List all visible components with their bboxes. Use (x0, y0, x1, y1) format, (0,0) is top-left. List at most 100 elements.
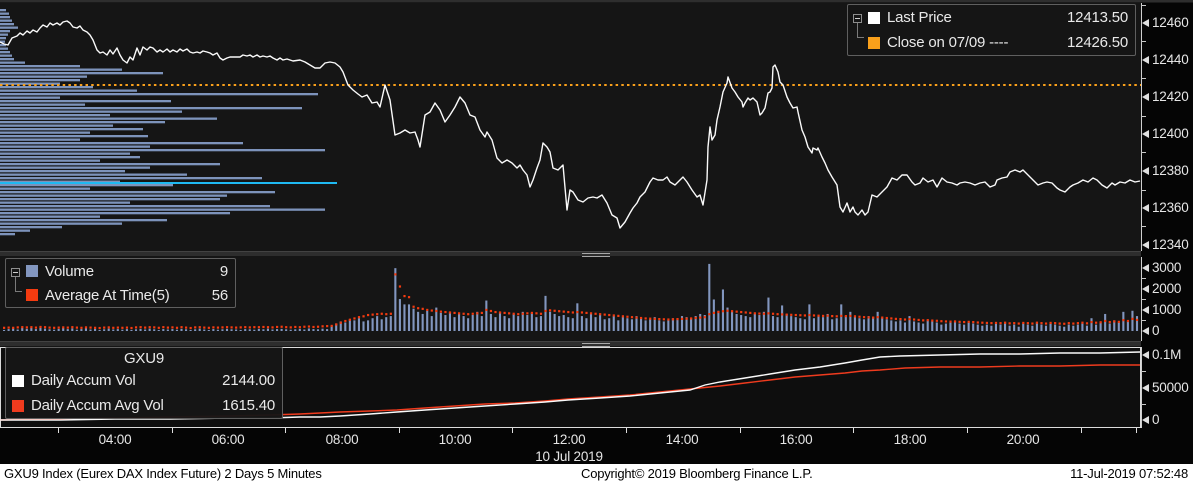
volume-bar (685, 317, 688, 331)
avg-at-time-dot (98, 326, 101, 330)
y-minor-tick (1141, 404, 1146, 405)
avg-at-time-dot (1072, 322, 1075, 325)
avg-at-time-dot (7, 326, 10, 329)
volume-bar (362, 321, 365, 331)
tree-collapse-icon[interactable] (11, 268, 23, 298)
volume-bar (630, 319, 633, 331)
vap-bar (0, 180, 120, 183)
avg-at-time-dot (994, 321, 998, 325)
avg-at-time-dot (326, 325, 329, 328)
volume-bar (7, 329, 10, 331)
volume-bar (394, 268, 397, 331)
avg-at-time-dot (353, 317, 356, 320)
legend-row-avg-at-time[interactable]: Average At Time(5) 56 (6, 283, 235, 307)
volume-bar (940, 324, 943, 331)
y-minor-tick (1141, 226, 1146, 227)
avg-at-time-dot (599, 313, 602, 316)
volume-bar (999, 324, 1002, 331)
avg-at-time-dot (171, 326, 174, 329)
volume-bar (1099, 322, 1102, 331)
legend-row-volume[interactable]: Volume 9 (6, 259, 235, 283)
avg-at-time-dot (1063, 322, 1066, 325)
avg-at-time-dot (221, 326, 224, 329)
avg-at-time-dot (853, 315, 857, 318)
volume-bar (230, 329, 233, 331)
avg-at-time-dot (671, 318, 675, 321)
collapse-box-icon[interactable] (11, 268, 20, 277)
legend-row-daily-accum-vol[interactable]: Daily Accum Vol 2144.00 (6, 368, 282, 393)
status-bar: GXU9 Index (Eurex DAX Index Future) 2 Da… (0, 464, 1193, 482)
tree-collapse-icon[interactable] (853, 14, 865, 44)
volume-bar (817, 316, 820, 331)
volume-bar (508, 318, 511, 331)
avg-at-time-dot (872, 316, 875, 319)
avg-at-time-dot (517, 313, 520, 316)
legend-row-daily-accum-avg-vol[interactable]: Daily Accum Avg Vol 1615.40 (6, 393, 282, 418)
volume-bar (66, 329, 69, 331)
volume-bar (71, 328, 74, 331)
vap-bar (0, 40, 5, 43)
price-line (0, 20, 1141, 229)
legend-row-last-price[interactable]: Last Price 12413.50 (848, 5, 1135, 30)
x-tick-label: 16:00 (779, 432, 813, 447)
volume-bar (822, 317, 825, 331)
volume-bar (530, 312, 533, 331)
avg-at-time-dot (876, 316, 879, 319)
collapse-box-icon[interactable] (853, 14, 862, 23)
volume-bar (539, 316, 542, 331)
y-tick-label: 12380 (1152, 163, 1189, 178)
volume-legend[interactable]: Volume 9 Average At Time(5) 56 (5, 258, 236, 308)
vap-bar (0, 51, 10, 54)
panel-divider-1[interactable] (0, 251, 1141, 257)
volume-bar (1017, 326, 1020, 331)
avg-at-time-dot (585, 311, 588, 315)
volume-bar (307, 328, 310, 331)
vap-bar (0, 30, 10, 33)
volume-bar (353, 320, 356, 331)
volume-bar (134, 329, 138, 331)
vap-bar (0, 107, 302, 110)
avg-at-time-dot (89, 326, 92, 329)
daily-accum-avg-vol-value: 1615.40 (222, 397, 275, 414)
vap-bar (0, 75, 87, 78)
legend-row-close[interactable]: Close on 07/09 ---- 12426.50 (848, 30, 1135, 55)
x-tick (512, 428, 513, 433)
divider-grip-icon[interactable] (582, 253, 610, 257)
volume-bar (398, 299, 401, 331)
volume-bar (80, 329, 83, 331)
daily-accum-vol-label: Daily Accum Vol (31, 372, 136, 389)
avg-at-time-dot (1076, 322, 1079, 325)
avg-at-time-dot (403, 294, 406, 298)
volume-bar (635, 316, 638, 331)
vap-bar (0, 68, 122, 71)
volume-bar (853, 317, 856, 331)
volume-bar (1004, 322, 1007, 331)
volume-bar (931, 321, 934, 331)
volume-bar (731, 311, 734, 331)
panel-divider-2[interactable] (0, 341, 1141, 347)
avg-at-time-dot (303, 325, 306, 328)
status-datetime: 11-Jul-2019 07:52:48 (1070, 465, 1188, 481)
y-tick-label: 0.1M (1152, 347, 1182, 362)
avg-at-time-dot (298, 326, 301, 329)
volume-bar (908, 316, 911, 331)
avg-at-time-dot (940, 320, 943, 323)
y-tick-arrow-icon (1142, 285, 1149, 293)
volume-bar (335, 323, 338, 331)
avg-at-time-dot (740, 310, 743, 314)
volume-bar (30, 327, 33, 331)
volume-bar (389, 316, 392, 331)
vap-bar (0, 170, 125, 173)
avg-at-time-dot (71, 326, 74, 329)
avg-at-time-dot (731, 310, 734, 313)
avg-at-time-dot (371, 313, 374, 316)
y-minor-tick (1141, 371, 1146, 372)
vap-bar (0, 103, 85, 106)
avg-at-time-dot (1017, 322, 1020, 325)
accum-legend[interactable]: GXU9 Daily Accum Vol 2144.00 Daily Accum… (5, 347, 283, 419)
divider-grip-icon[interactable] (582, 343, 610, 347)
price-legend[interactable]: Last Price 12413.50 Close on 07/09 ---- … (847, 4, 1136, 56)
volume-bar (1113, 320, 1116, 331)
avg-at-time-dot (1013, 322, 1016, 325)
vap-bar (0, 19, 12, 22)
